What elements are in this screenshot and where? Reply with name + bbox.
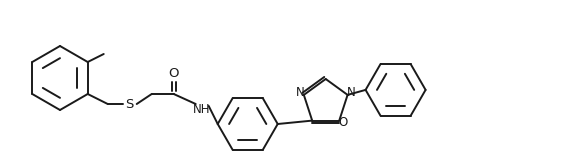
Text: N: N xyxy=(347,86,356,99)
Text: N: N xyxy=(296,86,304,99)
Text: NH: NH xyxy=(193,102,210,115)
Text: O: O xyxy=(169,66,179,80)
Text: S: S xyxy=(125,98,134,110)
Text: O: O xyxy=(339,116,348,129)
